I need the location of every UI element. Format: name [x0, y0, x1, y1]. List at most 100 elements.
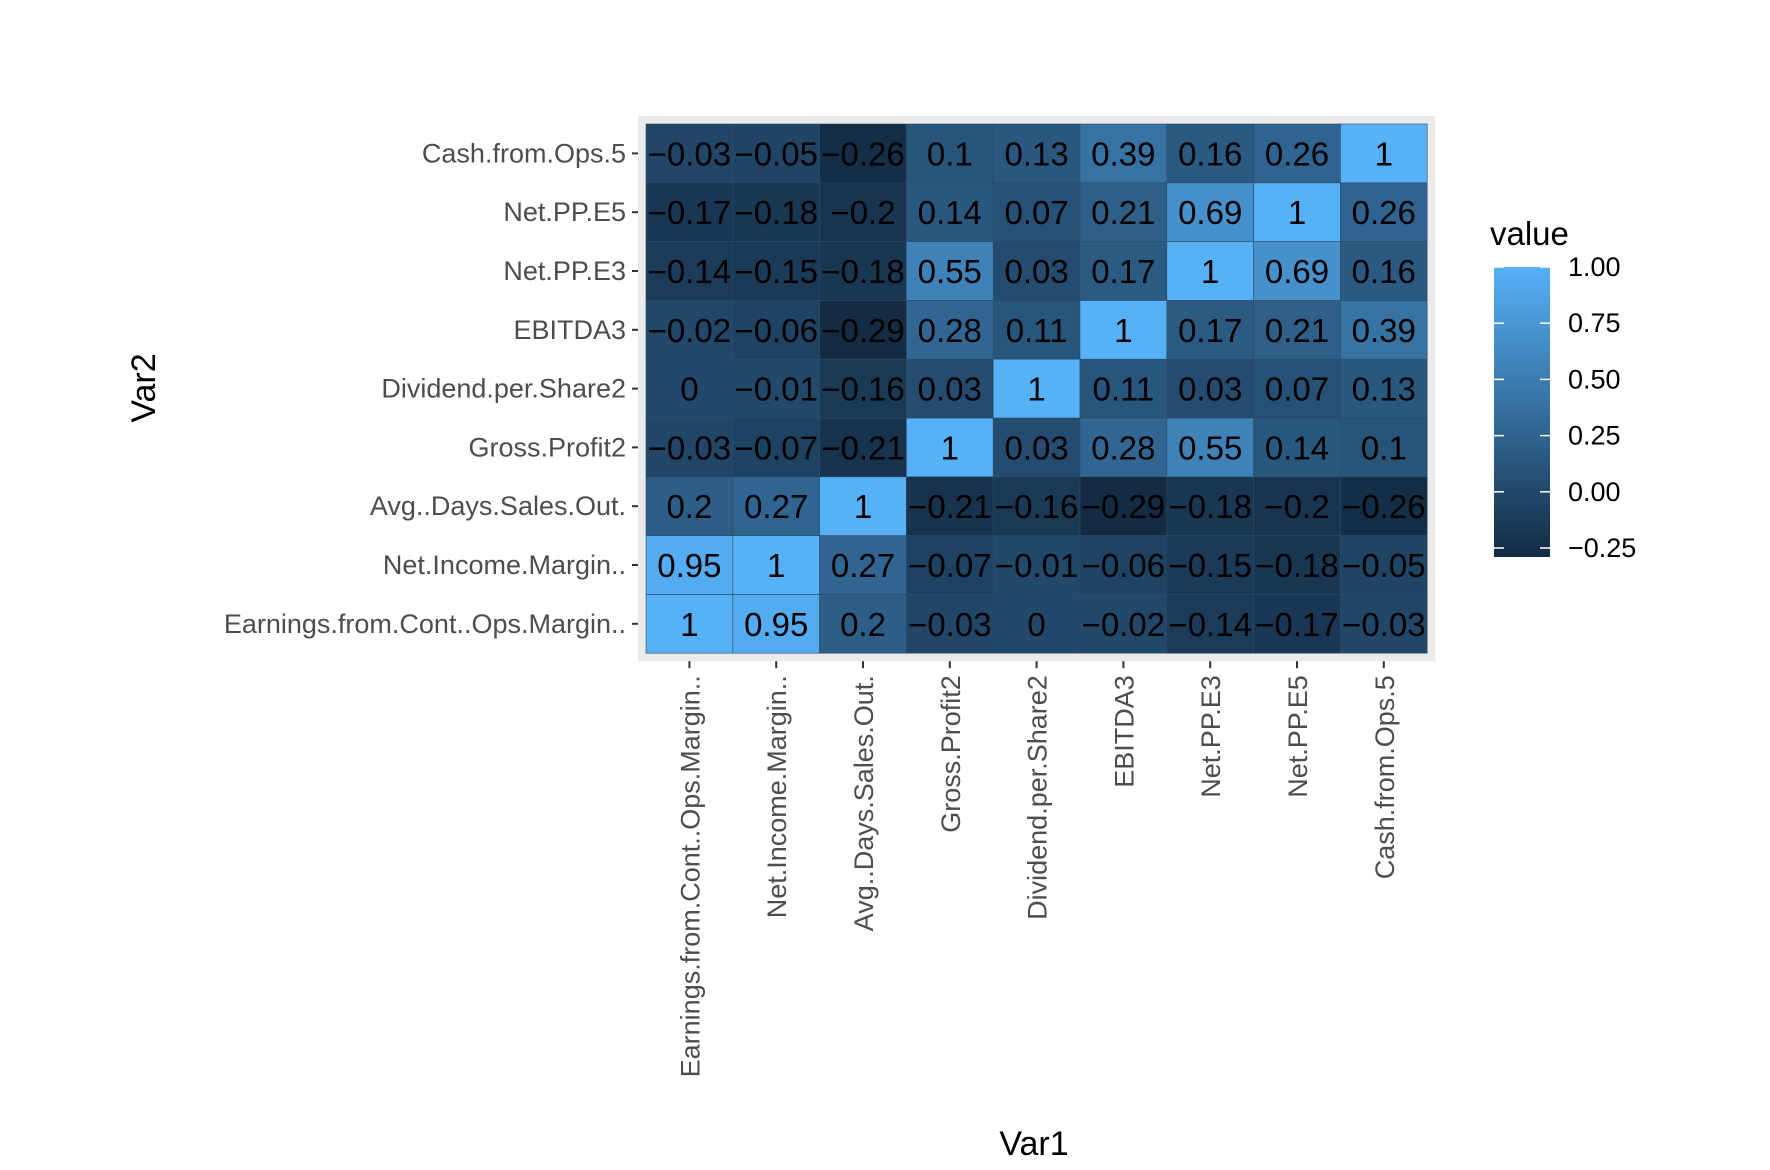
- x-tick-label: Gross.Profit2: [936, 675, 966, 833]
- heatmap-cell-label: 0.27: [831, 547, 895, 584]
- heatmap-cell-label: 1: [680, 606, 698, 643]
- heatmap-cell-label: −0.05: [1342, 547, 1426, 584]
- heatmap-cell: [1340, 535, 1428, 595]
- heatmap-cell: [645, 300, 734, 360]
- x-tick-label: EBITDA3: [1109, 675, 1139, 788]
- heatmap-cell: [819, 241, 907, 301]
- heatmap-cell: [992, 594, 1081, 654]
- heatmap-cell-label: 0.39: [1091, 135, 1155, 172]
- y-tick-label: Avg..Days.Sales.Out.: [370, 491, 626, 521]
- heatmap-cell: [1253, 358, 1341, 419]
- heatmap-cell: [1166, 358, 1254, 419]
- heatmap-cell-label: 1: [1027, 371, 1045, 408]
- heatmap-cell-label: 0.1: [927, 135, 973, 172]
- heatmap-cell-label: 0.16: [1352, 253, 1416, 290]
- heatmap-cell: [732, 300, 820, 360]
- heatmap-cell-label: 0.11: [1006, 312, 1068, 349]
- heatmap-cell-label: 0.28: [918, 312, 982, 349]
- heatmap-cell-label: 0.14: [1265, 429, 1329, 466]
- heatmap-cell: [732, 476, 820, 536]
- heatmap-cell: [819, 476, 907, 536]
- heatmap-cell-label: −0.03: [908, 606, 992, 643]
- heatmap-cell-label: 0.55: [1178, 429, 1242, 466]
- heatmap-cell-label: 0.03: [1004, 253, 1068, 290]
- heatmap-cell-label: 0.2: [840, 606, 886, 643]
- heatmap-cell: [1340, 182, 1428, 242]
- heatmap-cell-label: −0.02: [648, 312, 732, 349]
- heatmap-cell-label: 0.69: [1178, 194, 1242, 231]
- heatmap-cell: [906, 417, 994, 478]
- legend-tick-label: 0.00: [1568, 477, 1621, 507]
- heatmap-cell: [1253, 594, 1341, 654]
- heatmap-cell-label: −0.18: [1168, 488, 1252, 525]
- x-tick-label: Net.PP.E3: [1196, 675, 1226, 798]
- heatmap-cell-label: 0.28: [1091, 429, 1155, 466]
- x-tick-label: Cash.from.Ops.5: [1370, 675, 1400, 879]
- heatmap-cell: [819, 358, 907, 419]
- heatmap-cell: [645, 535, 734, 595]
- heatmap-cell-label: 0.16: [1178, 135, 1242, 172]
- heatmap-cell: [1079, 594, 1168, 654]
- legend-title: value: [1490, 215, 1569, 252]
- heatmap-cell-label: 0.95: [657, 547, 721, 584]
- heatmap-cell-label: 0.07: [1004, 194, 1068, 231]
- legend-tick-label: −0.25: [1568, 533, 1636, 563]
- heatmap-cell: [992, 123, 1081, 184]
- heatmap-cell: [1340, 594, 1428, 654]
- heatmap-cell: [1079, 182, 1168, 242]
- heatmap-cell-label: −0.06: [1082, 547, 1166, 584]
- heatmap-cell-label: 0.13: [1004, 135, 1068, 172]
- heatmap-cell-label: −0.21: [821, 429, 905, 466]
- heatmap-cell-labels: 1 0.95 0.2 −0.03 0 −0.02 −0.14 −0.17 −0.030.95 1 0…: [648, 135, 1426, 642]
- heatmap-cell: [1253, 535, 1341, 595]
- heatmap-cell: [992, 241, 1081, 301]
- legend-tick-label: 0.75: [1568, 308, 1621, 338]
- heatmap-cell: [1079, 476, 1168, 536]
- heatmap-cell: [992, 182, 1081, 242]
- heatmap-cell-label: −0.21: [908, 488, 992, 525]
- heatmap-cell: [1253, 182, 1341, 242]
- heatmap-cell: [1166, 241, 1254, 301]
- heatmap-cell: [819, 182, 907, 242]
- heatmap-cell-label: −0.16: [995, 488, 1079, 525]
- heatmap-cell-label: −0.17: [648, 194, 732, 231]
- heatmap-cell: [732, 241, 820, 301]
- heatmap-cell: [906, 535, 994, 595]
- x-axis: Earnings.from.Cont..Ops.Margin.. Net.Inco…: [675, 661, 1400, 1077]
- heatmap-cell-label: 0.2: [666, 488, 712, 525]
- y-tick-label: Net.Income.Margin..: [383, 550, 626, 580]
- heatmap-cell: [1166, 182, 1254, 242]
- x-axis-title: Var1: [999, 1125, 1068, 1163]
- heatmap-cell: [906, 476, 994, 536]
- heatmap-cell-label: −0.26: [821, 135, 905, 172]
- heatmap-cell-label: −0.14: [648, 253, 732, 290]
- heatmap-cell-label: 0.1: [1361, 429, 1407, 466]
- heatmap-cell: [732, 358, 820, 419]
- heatmap-cell-label: −0.18: [1255, 547, 1339, 584]
- heatmap-cell-label: −0.14: [1168, 606, 1252, 643]
- heatmap-cell-label: 0.27: [744, 488, 808, 525]
- heatmap-cell-label: −0.2: [830, 194, 895, 231]
- heatmap-cell: [645, 476, 734, 536]
- heatmap-cell-label: −0.15: [1168, 547, 1252, 584]
- heatmap-cell-label: 0.21: [1091, 194, 1155, 231]
- x-tick-label: Earnings.from.Cont..Ops.Margin..: [675, 675, 705, 1077]
- heatmap-cell: [645, 594, 734, 654]
- heatmap-cell: [819, 535, 907, 595]
- y-tick-label: EBITDA3: [513, 315, 626, 345]
- heatmap-cell-label: 0: [1027, 606, 1045, 643]
- heatmap-cell: [1253, 417, 1341, 478]
- heatmap-cell-label: 0.95: [744, 606, 808, 643]
- heatmap-cell: [1166, 476, 1254, 536]
- heatmap-cell-label: 0.13: [1352, 371, 1416, 408]
- heatmap-cell: [1340, 241, 1428, 301]
- heatmap-cell: [1079, 417, 1168, 478]
- heatmap-cell: [645, 358, 734, 419]
- heatmap-cell: [1166, 300, 1254, 360]
- heatmap-cell: [1340, 300, 1428, 360]
- heatmap-cell-label: 1: [1375, 135, 1393, 172]
- heatmap-cell-label: 0.11: [1093, 371, 1155, 408]
- heatmap-cell-label: 0.26: [1265, 135, 1329, 172]
- legend-tick-label: 1.00: [1568, 252, 1621, 282]
- heatmap-cell: [1079, 123, 1168, 184]
